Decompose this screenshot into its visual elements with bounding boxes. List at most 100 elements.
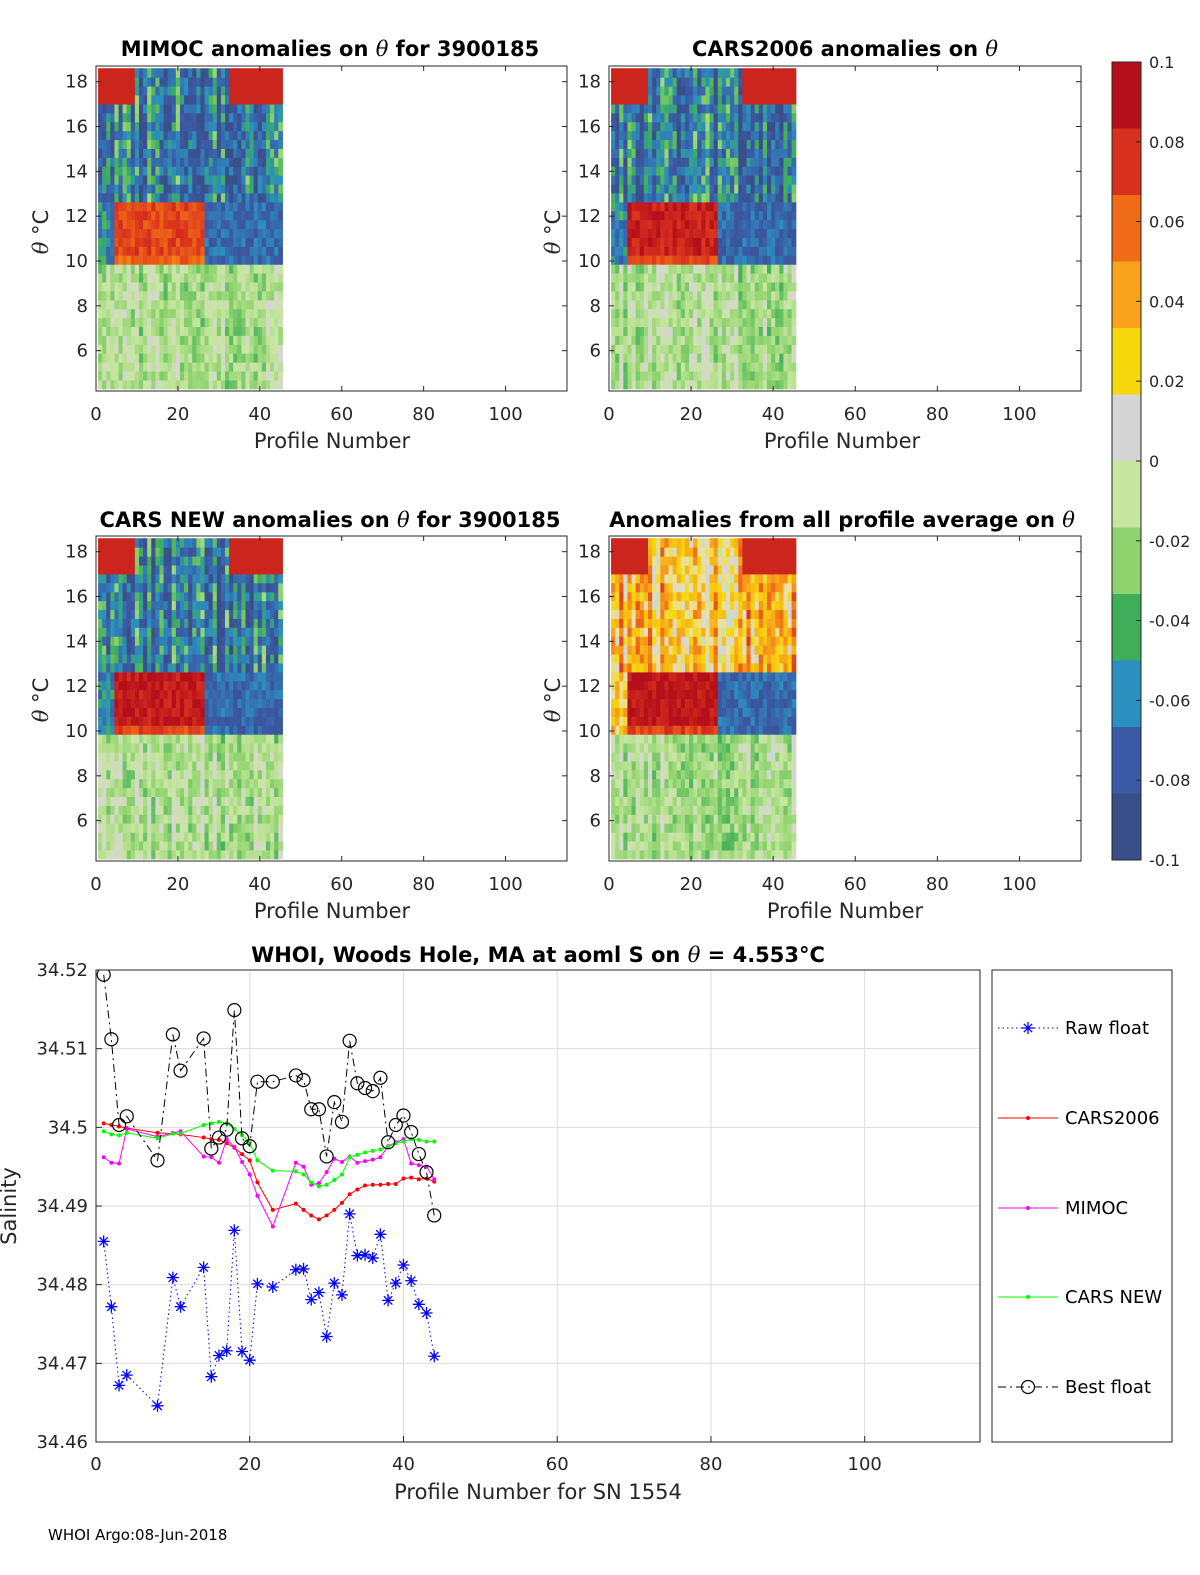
heatmap-cell xyxy=(676,273,682,283)
heatmap-cell xyxy=(721,308,727,319)
heatmap-cell xyxy=(684,308,690,319)
heatmap-cell xyxy=(689,77,694,87)
heatmap-cell xyxy=(783,255,789,265)
heatmap-cell xyxy=(130,564,136,575)
heatmap-cell xyxy=(134,130,140,141)
heatmap-cell xyxy=(179,556,185,566)
heatmap-cell xyxy=(212,734,218,744)
heatmap-cell xyxy=(680,175,686,185)
heatmap-cell xyxy=(257,210,263,221)
heatmap-cell xyxy=(130,573,136,584)
heatmap-cell xyxy=(196,112,202,123)
heatmap-cell xyxy=(783,112,789,123)
heatmap-cell xyxy=(270,618,275,628)
heatmap-cell xyxy=(237,760,242,771)
heatmap-cell xyxy=(787,68,793,78)
heatmap-cell xyxy=(249,139,255,149)
heatmap-cell xyxy=(159,805,165,815)
heatmap-cell xyxy=(730,112,735,123)
heatmap-cell xyxy=(122,157,128,167)
heatmap-cell xyxy=(163,840,169,851)
heatmap-cell xyxy=(643,264,649,274)
heatmap-cell xyxy=(783,379,789,390)
heatmap-cell xyxy=(208,210,214,221)
heatmap-cell xyxy=(278,77,283,87)
heatmap-cell xyxy=(229,139,234,149)
heatmap-cell xyxy=(192,618,197,628)
heatmap-cell xyxy=(118,609,124,619)
heatmap-cell xyxy=(627,183,633,194)
heatmap-cell xyxy=(192,653,197,664)
heatmap-cell xyxy=(233,246,238,256)
heatmap-cell xyxy=(627,273,633,283)
heatmap-cell xyxy=(672,370,678,381)
heatmap-cell xyxy=(134,86,140,96)
heatmap-cell xyxy=(639,317,645,328)
heatmap-cell xyxy=(184,335,189,345)
heatmap-cell xyxy=(139,121,144,132)
heatmap-cell xyxy=(114,832,120,842)
heatmap-cell xyxy=(163,273,169,283)
heatmap-cell xyxy=(171,148,177,158)
heatmap-cell xyxy=(660,103,665,114)
heatmap-cell xyxy=(151,317,156,328)
heatmap-cell xyxy=(163,183,169,194)
heatmap-cell xyxy=(278,255,283,265)
heatmap-cell xyxy=(233,823,238,833)
heatmap-cell xyxy=(188,192,193,203)
heatmap-cell xyxy=(233,849,238,860)
heatmap-cell xyxy=(212,645,218,655)
heatmap-cell xyxy=(225,157,230,167)
heatmap-cell xyxy=(261,662,267,673)
heatmap-cell xyxy=(265,591,271,602)
heatmap-cell xyxy=(204,600,210,611)
heatmap-cell xyxy=(220,849,226,860)
heatmap-cell xyxy=(274,148,279,158)
heatmap-cell xyxy=(668,219,674,230)
heatmap-cell xyxy=(216,130,222,141)
heatmap-cell xyxy=(643,148,649,158)
heatmap-cell xyxy=(261,778,267,789)
heatmap-cell xyxy=(672,148,678,158)
heatmap-cell xyxy=(188,326,193,336)
heatmap-cell xyxy=(664,201,670,212)
heatmap-cell xyxy=(208,582,214,593)
heatmap-cell xyxy=(274,166,279,176)
heatmap-cell xyxy=(171,547,177,557)
heatmap-cell xyxy=(758,281,764,292)
heatmap-cell xyxy=(204,228,210,238)
heatmap-cell xyxy=(734,379,739,390)
heatmap-cell xyxy=(143,68,148,78)
heatmap-cell xyxy=(110,707,116,717)
heatmap-cell xyxy=(163,121,169,132)
heatmap-cell xyxy=(134,344,140,354)
heatmap-cell xyxy=(754,192,760,203)
heatmap-cell xyxy=(192,103,197,114)
heatmap-cell xyxy=(216,778,222,789)
heatmap-cell xyxy=(192,707,197,717)
heatmap-cell xyxy=(229,77,234,87)
heatmap-cell xyxy=(750,228,756,238)
heatmap-cell xyxy=(233,273,238,283)
heatmap-cell xyxy=(270,716,275,726)
heatmap-cell xyxy=(163,68,169,78)
heatmap-cell xyxy=(184,556,189,566)
heatmap-cell xyxy=(237,353,242,363)
heatmap-cell xyxy=(767,335,772,345)
heatmap-cell xyxy=(204,68,210,78)
heatmap-cell xyxy=(98,103,103,114)
heatmap-cell xyxy=(151,814,156,824)
heatmap-cell xyxy=(179,219,185,230)
heatmap-cell xyxy=(98,183,103,194)
heatmap-cell xyxy=(196,743,202,753)
heatmap-cell xyxy=(118,547,124,557)
heatmap-cell xyxy=(664,112,670,123)
heatmap-cell xyxy=(647,317,653,328)
heatmap-cell xyxy=(249,77,255,87)
heatmap-cell xyxy=(270,353,275,363)
heatmap-cell xyxy=(684,326,690,336)
heatmap-cell xyxy=(143,680,148,691)
heatmap-cell xyxy=(746,353,752,363)
heatmap-cell xyxy=(265,246,271,256)
heatmap-cell xyxy=(709,94,715,105)
